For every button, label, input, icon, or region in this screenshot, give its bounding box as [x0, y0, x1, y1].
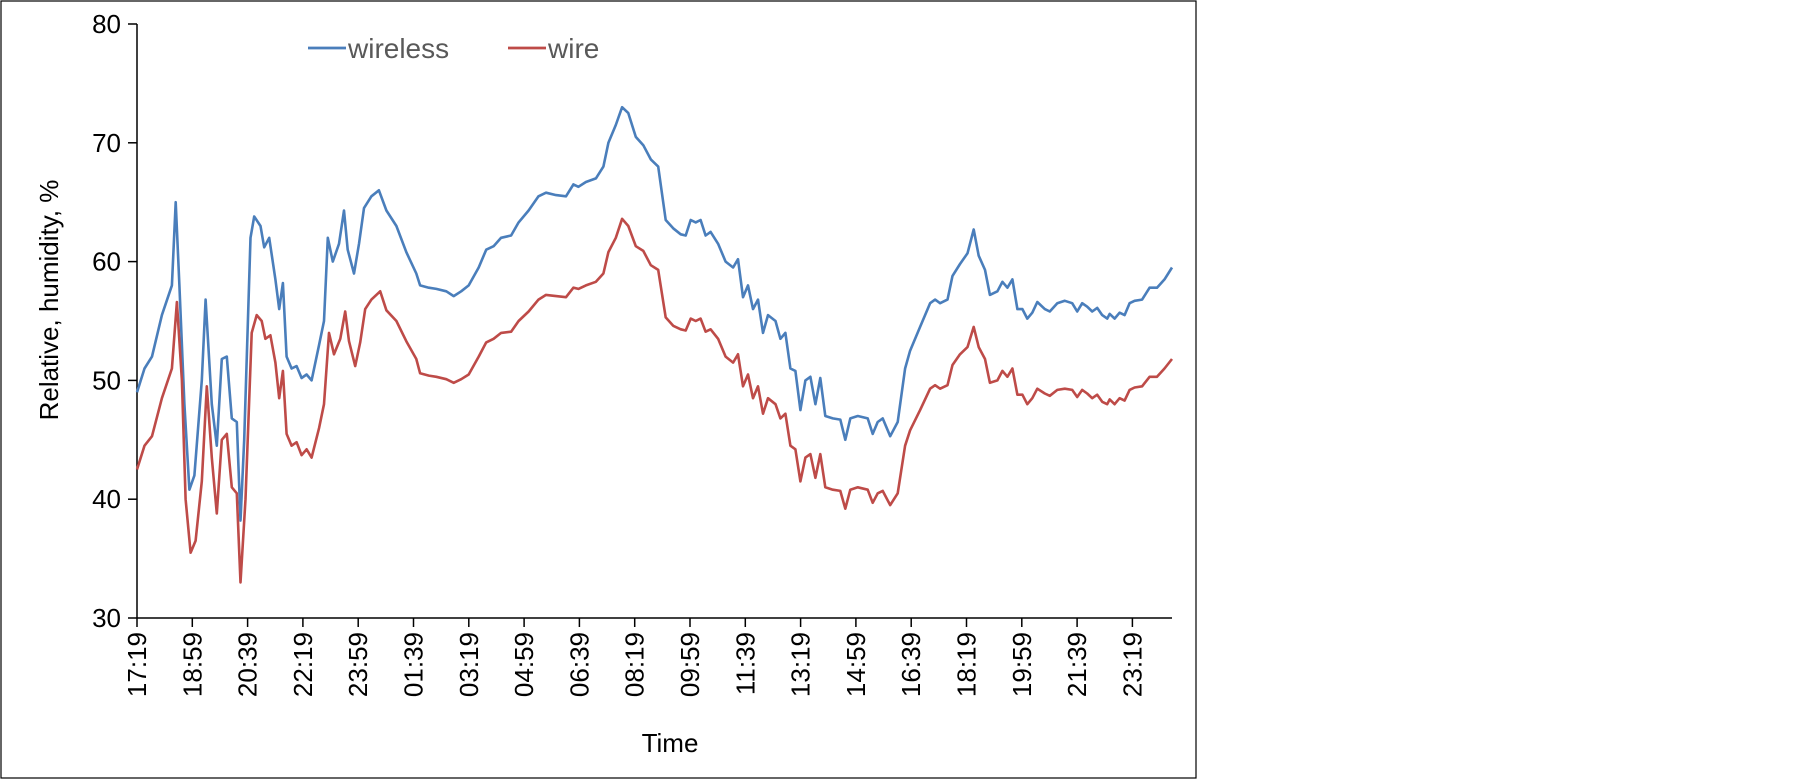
y-axis-ticks: 30 40 50 60 70 80	[92, 9, 137, 633]
x-tick-label: 17:19	[122, 632, 152, 697]
y-tick-label: 70	[92, 128, 121, 158]
y-tick-label: 30	[92, 603, 121, 633]
y-tick-label: 50	[92, 365, 121, 395]
series-line-wire	[135, 217, 1174, 584]
series-lines	[135, 105, 1174, 584]
x-tick-label: 18:59	[177, 632, 207, 697]
x-tick-label: 19:59	[1007, 632, 1037, 697]
x-tick-label: 06:39	[564, 632, 594, 697]
x-tick-label: 08:19	[620, 632, 650, 697]
legend: wireless wire	[308, 33, 599, 64]
x-tick-label: 13:19	[786, 632, 816, 697]
legend-label-wire: wire	[547, 33, 599, 64]
x-tick-label: 18:19	[952, 632, 982, 697]
x-tick-label: 16:39	[896, 632, 926, 697]
x-tick-label: 01:39	[399, 632, 429, 697]
axes	[136, 24, 1172, 619]
y-axis-title: Relative, humidity, %	[34, 180, 64, 421]
x-axis-title: Time	[642, 728, 699, 758]
x-tick-label: 22:19	[288, 632, 318, 697]
y-tick-label: 40	[92, 484, 121, 514]
legend-label-wireless: wireless	[347, 33, 449, 64]
x-tick-label: 09:59	[675, 632, 705, 697]
x-tick-label: 11:39	[730, 632, 760, 695]
x-tick-label: 20:39	[233, 632, 263, 697]
x-tick-label: 23:19	[1117, 632, 1147, 697]
x-tick-label: 23:59	[343, 632, 373, 697]
x-tick-label: 04:59	[509, 632, 539, 697]
x-axis-ticks: 17:19 18:59 20:39 22:19 23:59 01:39 03:19 04:59…	[122, 618, 1147, 697]
y-tick-label: 60	[92, 247, 121, 277]
x-tick-label: 03:19	[454, 632, 484, 697]
x-tick-label: 21:39	[1062, 632, 1092, 697]
x-tick-label: 14:59	[841, 632, 871, 697]
y-tick-label: 80	[92, 9, 121, 39]
series-line-wireless	[135, 105, 1174, 522]
